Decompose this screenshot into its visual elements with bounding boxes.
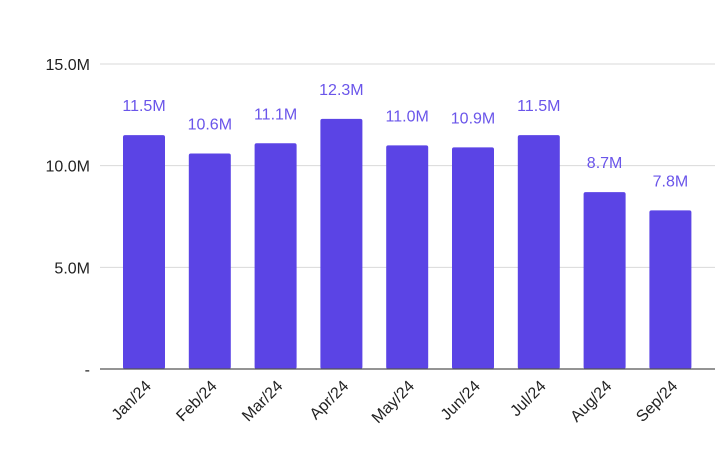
bar [583,192,626,369]
x-tick-label: Jan/24 [109,378,155,424]
data-label: 10.6M [188,116,232,133]
x-tick-label: Jun/24 [438,378,484,424]
bar [452,147,494,369]
x-tick-label: Sep/24 [633,378,681,426]
bar [254,143,297,369]
data-label: 12.3M [319,82,363,99]
data-label: 7.8M [653,173,689,190]
x-tick-label: Aug/24 [568,378,616,426]
x-tick-label: Apr/24 [307,378,352,423]
data-label: 11.1M [254,106,297,123]
bar [517,135,560,369]
x-tick-label: Mar/24 [239,378,286,425]
data-label: 11.5M [517,98,560,115]
data-label: 11.5M [122,98,165,115]
bar [123,135,165,369]
y-tick-label: 10.0M [46,159,90,176]
y-tick-label: 15.0M [46,57,90,74]
y-tick-label: 5.0M [54,260,90,277]
y-tick-label: - [85,362,90,379]
bar [320,118,363,370]
x-tick-label: Feb/24 [173,378,220,425]
x-tick-label: Jul/24 [507,378,549,420]
bar [386,145,429,369]
bar [188,153,231,369]
data-label: 11.0M [386,108,429,125]
x-tick-label: May/24 [369,378,418,427]
data-label: 8.7M [587,155,623,172]
data-label: 10.9M [451,110,495,127]
bar [649,210,692,369]
